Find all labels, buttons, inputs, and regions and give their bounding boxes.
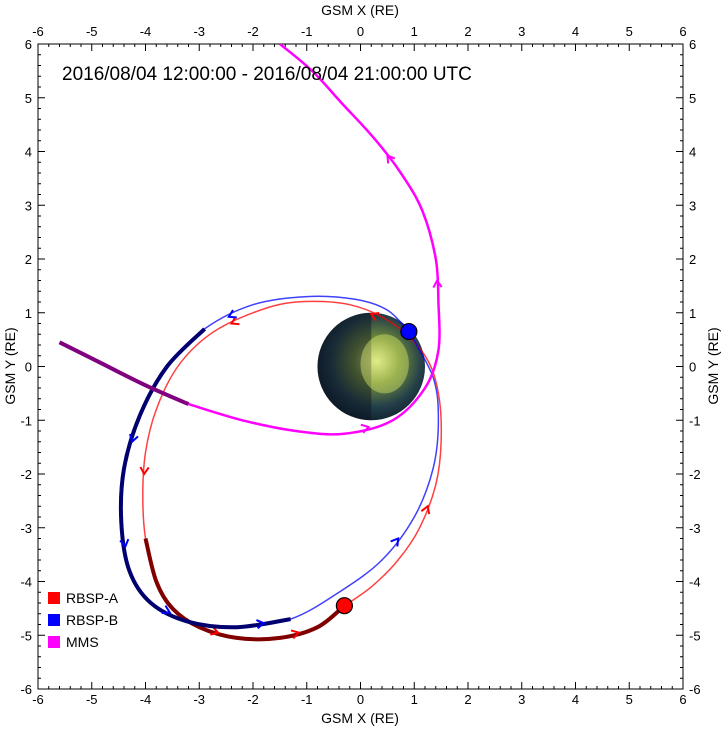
rbsp-b-position-marker	[400, 322, 418, 341]
y-tick-label-right: -6	[689, 682, 701, 697]
y-tick-label-left: -4	[20, 575, 32, 590]
y-tick-label-right: -4	[689, 575, 701, 590]
x-tick-label-bottom: 1	[411, 692, 418, 707]
rbsp-a-direction-arrow	[139, 466, 150, 476]
x-tick-label-top: 3	[518, 24, 525, 39]
y-tick-label-left: 4	[25, 145, 32, 160]
x-tick-label-top: -2	[247, 24, 259, 39]
y-tick-label-right: -2	[689, 467, 701, 482]
rbsp-a-orbit	[139, 300, 443, 642]
y-tick-label-left: -6	[20, 682, 32, 697]
earth-disk	[317, 312, 425, 421]
legend-swatch-mms	[48, 636, 60, 648]
y-tick-label-left: 1	[25, 306, 32, 321]
y-tick-label-right: 1	[689, 306, 696, 321]
x-tick-label-bottom: 2	[464, 692, 471, 707]
x-tick-label-top: 5	[626, 24, 633, 39]
y-tick-label-left: 2	[25, 252, 32, 267]
y-tick-label-left: 6	[25, 37, 32, 52]
x-tick-label-bottom: -2	[247, 692, 259, 707]
y-tick-label-left: 5	[25, 91, 32, 106]
y-tick-label-right: 3	[689, 198, 696, 213]
legend-label-mms: MMS	[66, 634, 99, 650]
x-tick-label-bottom: -6	[32, 692, 44, 707]
rbsp-a-direction-arrow	[210, 625, 220, 636]
earth	[317, 312, 425, 421]
y-axis-title-right: GSM Y (RE)	[705, 327, 721, 404]
x-tick-label-top: -3	[193, 24, 205, 39]
x-tick-label-top: 0	[357, 24, 364, 39]
rbsp-b-direction-arrow	[161, 605, 172, 615]
earth-night-side	[317, 312, 372, 421]
x-tick-label-top: 1	[411, 24, 418, 39]
rbsp-b-direction-arrow	[227, 309, 237, 319]
y-tick-label-right: 5	[689, 91, 696, 106]
plot-frame	[37, 43, 684, 690]
y-tick-label-right: 0	[689, 360, 696, 375]
y-tick-label-left: -5	[20, 628, 32, 643]
rbsp-b-direction-arrow	[129, 433, 139, 444]
y-tick-label-right: 2	[689, 252, 696, 267]
y-axis-title-left: GSM Y (RE)	[2, 327, 18, 404]
mms-direction-arrow	[386, 154, 396, 164]
rbsp-b-direction-arrow	[255, 619, 266, 630]
x-tick-label-bottom: -5	[86, 692, 98, 707]
mms-direction-arrow	[360, 423, 371, 434]
rbsp-a-direction-arrow	[229, 316, 240, 326]
mms-trace	[188, 44, 441, 436]
x-axis-title-bottom: GSM X (RE)	[321, 710, 399, 726]
x-tick-label-bottom: 3	[518, 692, 525, 707]
x-tick-label-top: -4	[140, 24, 152, 39]
mms-direction-arrow	[432, 278, 443, 289]
x-axis-title-top: GSM X (RE)	[321, 2, 399, 18]
rbsp-a-position-marker	[335, 597, 353, 615]
legend-swatch-rbsp-a	[48, 592, 60, 604]
y-tick-label-right: 6	[689, 37, 696, 52]
y-tick-label-right: 4	[689, 145, 696, 160]
y-tick-label-left: 3	[25, 198, 32, 213]
y-tick-label-right: -1	[689, 413, 701, 428]
y-tick-label-right: -5	[689, 628, 701, 643]
rbsp-a-direction-arrow	[290, 629, 301, 640]
rbsp-b-highlight-segment	[118, 327, 291, 630]
legend: RBSP-A RBSP-B MMS	[48, 590, 119, 650]
mms-pre-segment	[58, 340, 190, 406]
x-tick-label-bottom: 4	[572, 692, 579, 707]
legend-swatch-rbsp-b	[48, 614, 60, 626]
rbsp-a-direction-arrow	[420, 504, 431, 515]
x-tick-label-top: -6	[32, 24, 44, 39]
y-tick-label-right: -3	[689, 521, 701, 536]
legend-label-rbsp-a: RBSP-A	[66, 590, 119, 606]
x-tick-label-bottom: -4	[140, 692, 152, 707]
chart-title: 2016/08/04 12:00:00 - 2016/08/04 21:00:0…	[62, 64, 472, 85]
y-tick-label-left: -1	[20, 413, 32, 428]
x-tick-label-top: 6	[679, 24, 686, 39]
y-tick-label-left: 0	[25, 360, 32, 375]
rbsp-b-direction-arrow	[390, 536, 400, 547]
x-tick-label-top: -1	[301, 24, 313, 39]
orbit-traces	[58, 44, 443, 642]
legend-label-rbsp-b: RBSP-B	[66, 612, 118, 628]
x-tick-label-top: 4	[572, 24, 579, 39]
x-tick-label-bottom: 0	[357, 692, 364, 707]
y-tick-label-left: -3	[20, 521, 32, 536]
rbsp-a-direction-arrow	[369, 312, 380, 322]
rbsp-a-highlight-segment	[143, 538, 346, 642]
y-tick-label-left: -2	[20, 467, 32, 482]
x-tick-label-bottom: 5	[626, 692, 633, 707]
mms-orbit	[58, 44, 443, 436]
earth-landmass	[360, 334, 409, 394]
x-tick-label-top: -5	[86, 24, 98, 39]
x-tick-label-bottom: -1	[301, 692, 313, 707]
axis-ticks: -6-6-5-5-4-4-3-3-2-2-1-100112233445566-6…	[20, 24, 700, 707]
x-tick-label-bottom: -3	[193, 692, 205, 707]
rbsp-b-direction-arrow	[119, 538, 130, 549]
x-tick-label-top: 2	[464, 24, 471, 39]
x-tick-label-bottom: 6	[679, 692, 686, 707]
